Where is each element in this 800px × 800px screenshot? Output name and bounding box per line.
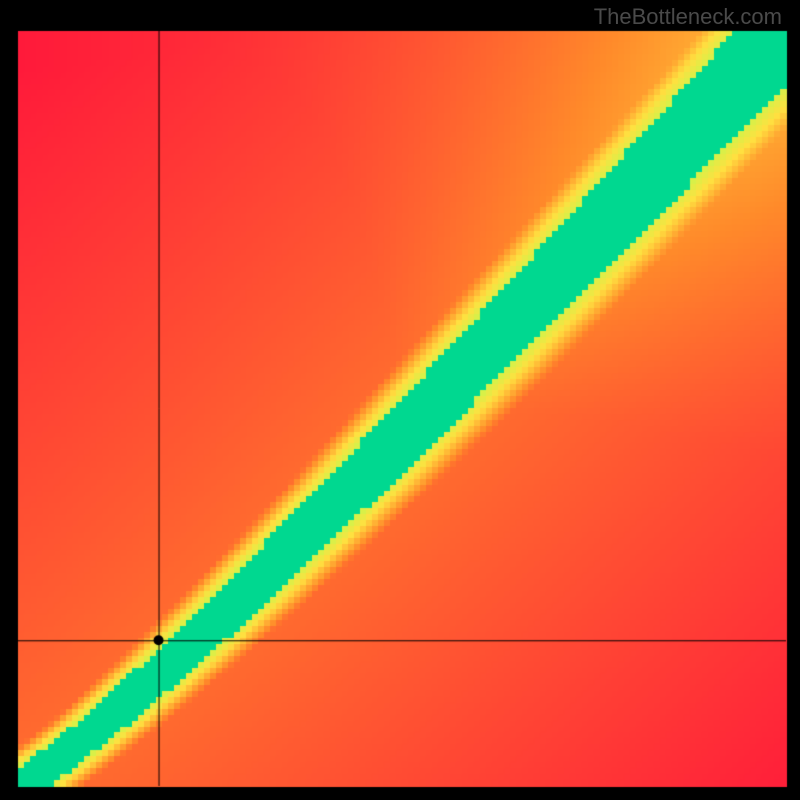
watermark-text: TheBottleneck.com — [594, 4, 782, 30]
heatmap-canvas — [0, 0, 800, 800]
chart-container: TheBottleneck.com — [0, 0, 800, 800]
